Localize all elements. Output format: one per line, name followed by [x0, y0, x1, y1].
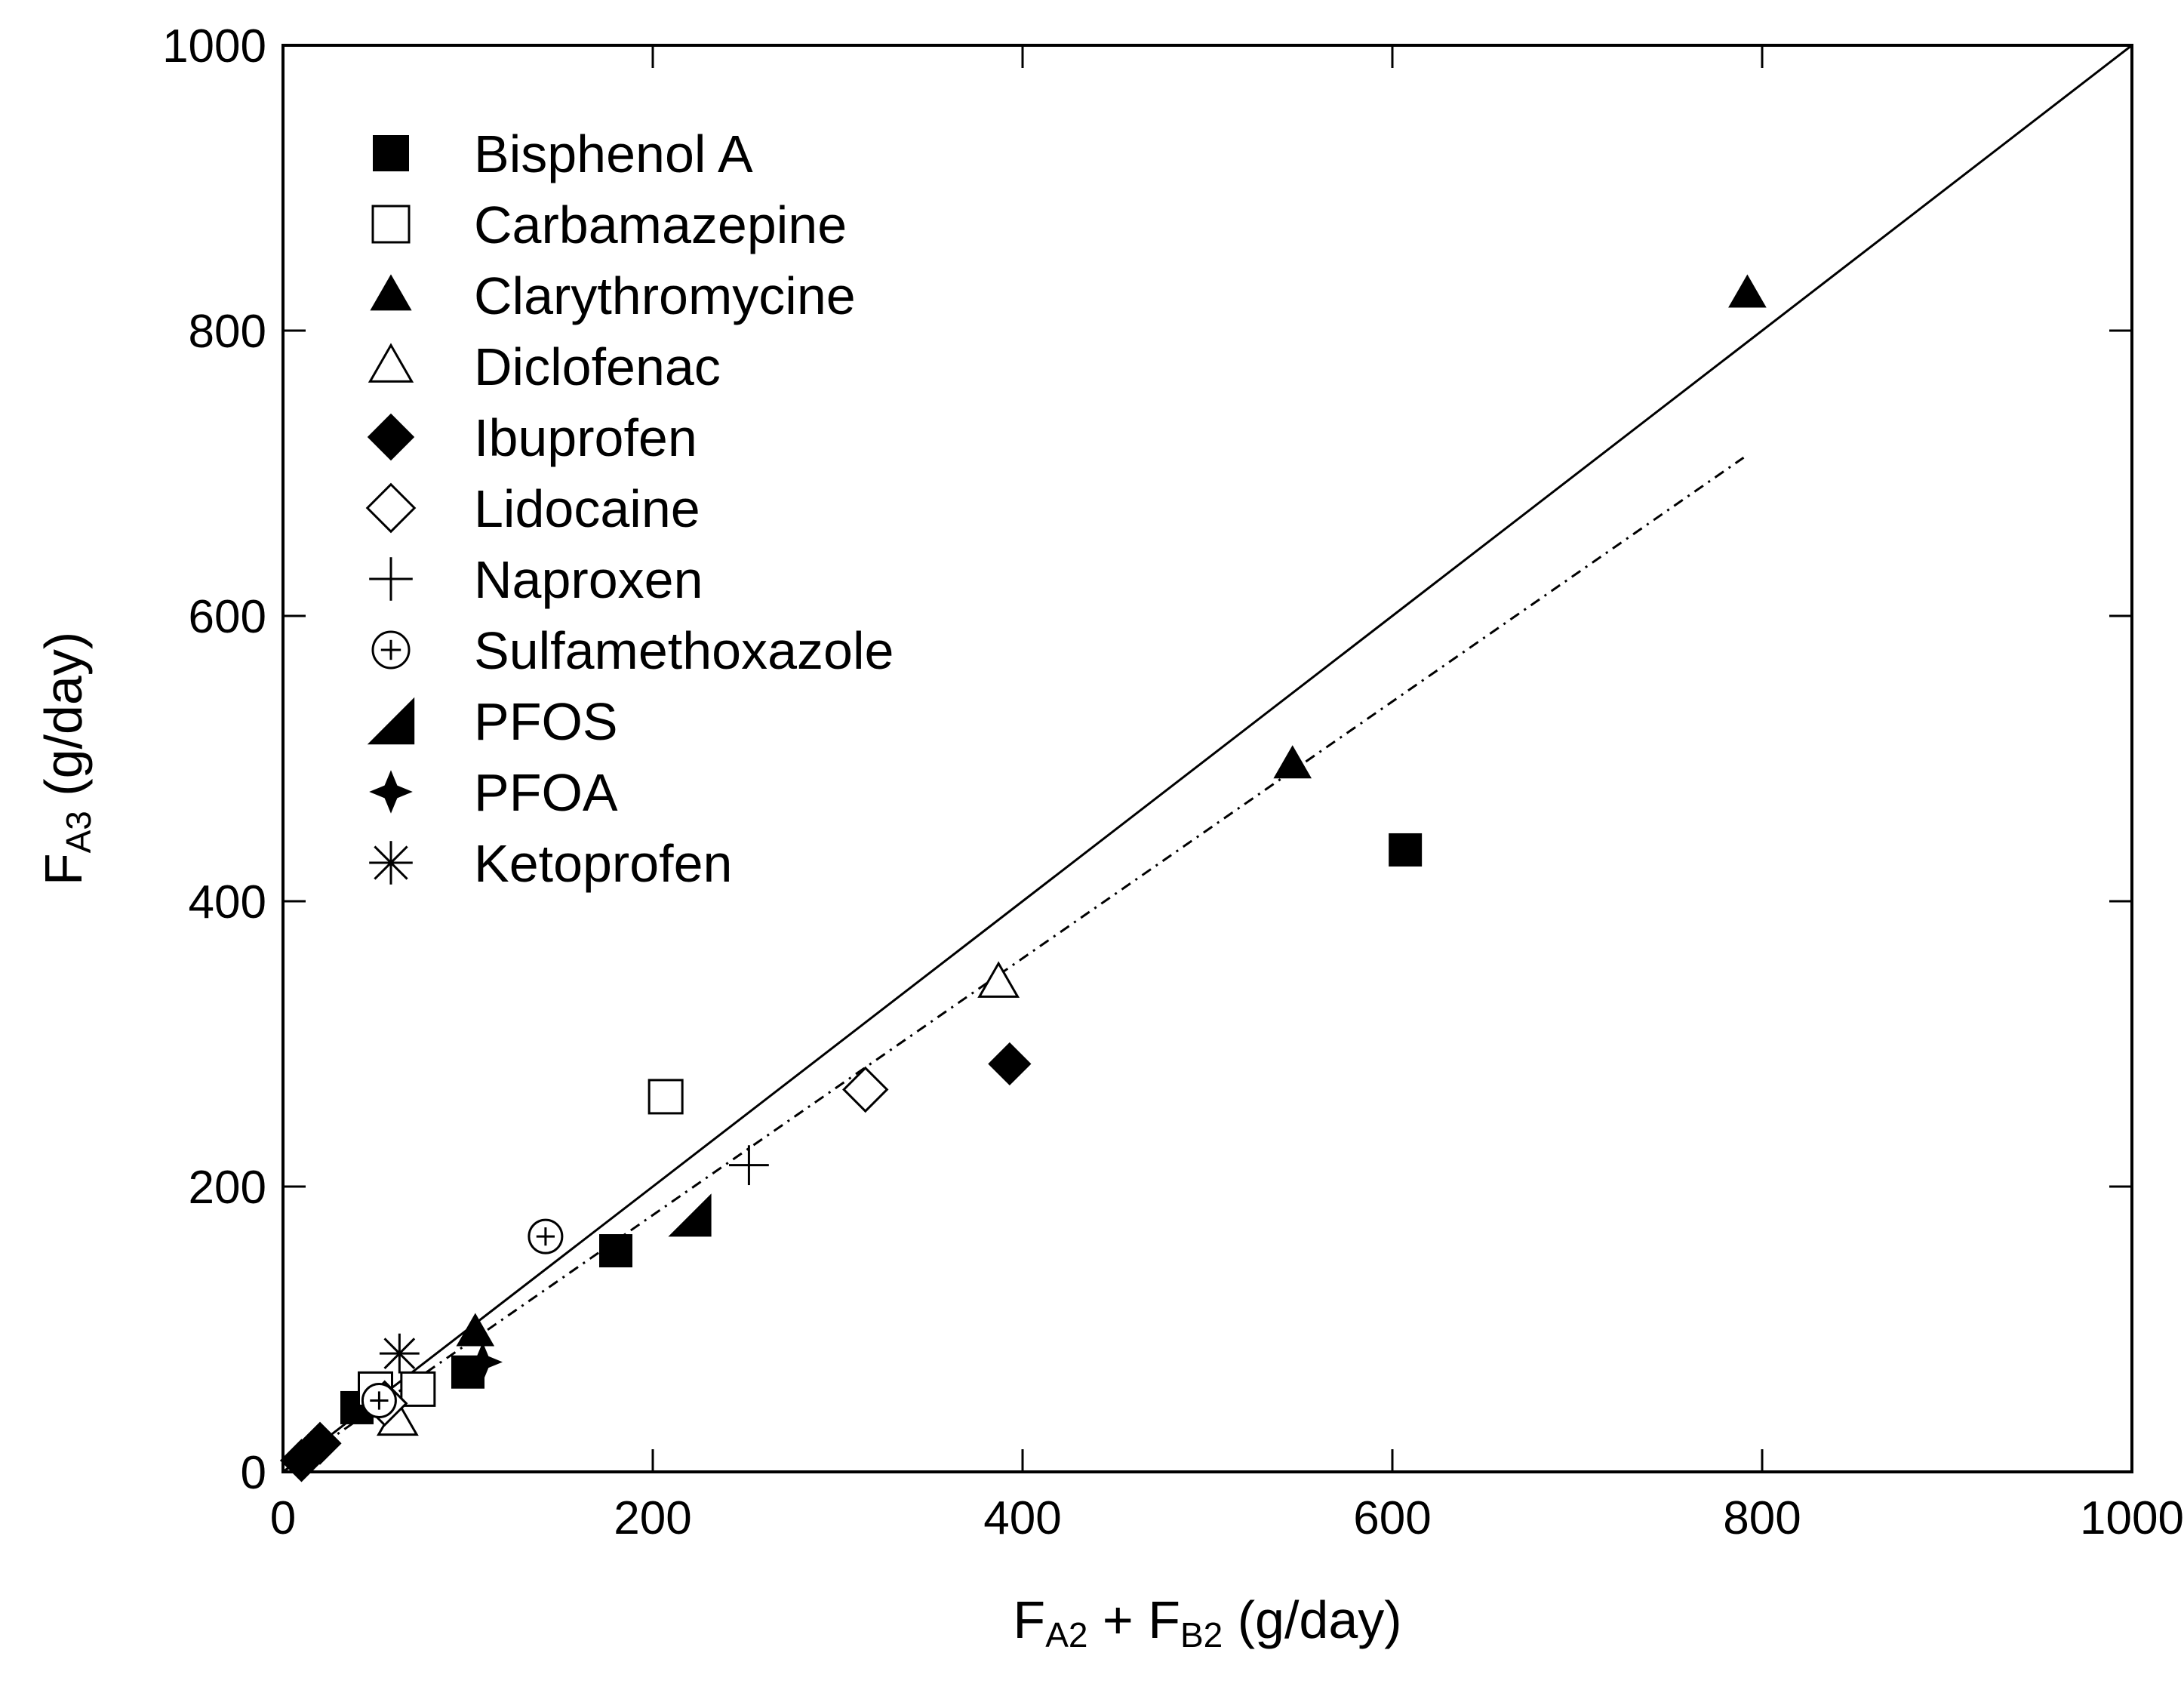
tick-labels: 0 200 400 600 800 1000 0 200 400 600 800 1000 [162, 20, 2184, 1544]
point-bisphenol-a [599, 1234, 632, 1268]
x-tick-label: 800 [1723, 1492, 1801, 1544]
point-ketoprofen [379, 1333, 420, 1374]
y-tick-label: 400 [189, 876, 266, 928]
x-tick-label: 0 [270, 1492, 296, 1544]
x-tick-label: 400 [983, 1492, 1061, 1544]
legend-marker-clarythromycine [370, 274, 412, 311]
point-ibuprofen [988, 1042, 1032, 1086]
legend-label-pfos: PFOS [474, 692, 618, 751]
point-pfoa [463, 1342, 503, 1382]
y-tick-label: 600 [189, 591, 266, 643]
point-bisphenol-a [1389, 833, 1423, 867]
legend-marker-ibuprofen [367, 413, 415, 461]
legend-marker-pfos [367, 697, 415, 745]
legend-label-sulfamethoxazole: Sulfamethoxazole [474, 621, 894, 680]
legend-marker-bisphenol-a [373, 135, 409, 171]
point-clarythromycine [1728, 274, 1767, 308]
point-clarythromycine [456, 1313, 495, 1347]
point-lidocaine [842, 1066, 889, 1113]
point-sulfamethoxazole [528, 1218, 564, 1254]
x-axis-title: FA2 + FB2 (g/day) [1013, 1590, 1401, 1655]
y-tick-label: 0 [241, 1447, 266, 1499]
legend-label-diclofenac: Diclofenac [474, 337, 721, 396]
legend-label-ibuprofen: Ibuprofen [474, 408, 697, 467]
legend-marker-sulfamethoxazole [371, 630, 411, 670]
x-tick-label: 1000 [2080, 1492, 2184, 1544]
legend-label-carbamazepine: Carbamazepine [474, 195, 847, 254]
legend: Bisphenol A Carbamazepine Clarythromycine D… [365, 125, 894, 893]
y-axis-title: FA3 (g/day) [34, 632, 98, 885]
data-markers [279, 274, 1767, 1482]
point-naproxen [729, 1145, 769, 1186]
point-pfos [668, 1193, 712, 1237]
point-ibuprofen [279, 1439, 324, 1482]
plot-frame [281, 44, 2133, 1473]
legend-label-lidocaine: Lidocaine [474, 479, 700, 538]
legend-marker-pfoa [369, 770, 413, 814]
point-sulfamethoxazole [361, 1383, 397, 1418]
legend-marker-diclofenac [368, 343, 414, 383]
legend-label-clarythromycine: Clarythromycine [474, 266, 856, 325]
y-tick-label: 200 [189, 1162, 266, 1214]
y-tick-label: 1000 [162, 20, 266, 72]
legend-label-ketoprofen: Ketoprofen [474, 834, 732, 893]
point-carbamazepine [400, 1371, 436, 1407]
x-tick-label: 600 [1353, 1492, 1431, 1544]
y-tick-label: 800 [189, 306, 266, 358]
legend-label-pfoa: PFOA [474, 763, 618, 822]
legend-marker-carbamazepine [371, 205, 411, 244]
legend-marker-naproxen [369, 557, 413, 601]
legend-marker-ketoprofen [369, 841, 413, 885]
regression-line [282, 456, 1745, 1473]
x-tick-label: 200 [614, 1492, 691, 1544]
one-to-one-line [282, 44, 2133, 1473]
point-clarythromycine [1273, 745, 1312, 779]
legend-label-bisphenol-a: Bisphenol A [474, 125, 753, 183]
point-diclofenac [977, 961, 1020, 998]
legend-marker-lidocaine [365, 482, 417, 534]
point-carbamazepine [648, 1079, 684, 1115]
legend-label-naproxen: Naproxen [474, 550, 703, 609]
fit-lines [282, 44, 2133, 1473]
